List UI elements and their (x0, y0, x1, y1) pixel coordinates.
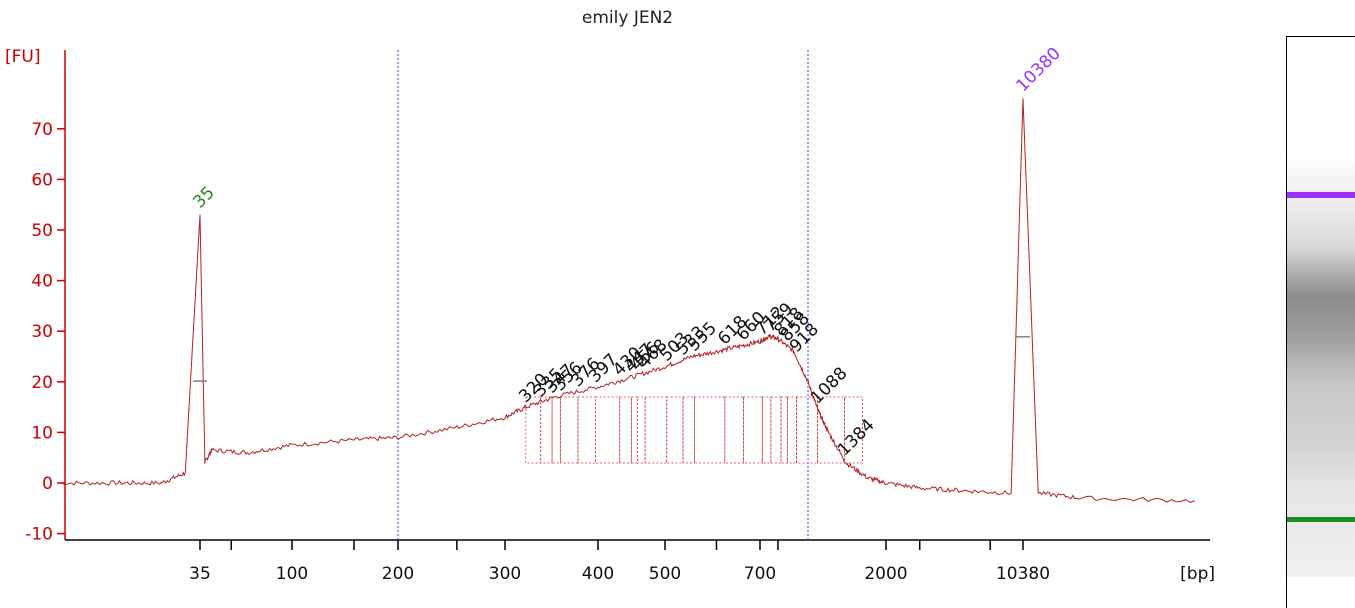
x-tick-label: 300 (489, 564, 521, 584)
peak-area (551, 396, 561, 464)
peak-area (780, 396, 788, 464)
x-tick-label: 500 (649, 564, 681, 584)
x-tick-label: 700 (744, 564, 776, 584)
x-axis-label: [bp] (1180, 564, 1215, 584)
y-tick-label: 20 (31, 373, 53, 393)
x-tick-label: 400 (582, 564, 614, 584)
peak-area (844, 396, 863, 464)
y-tick-label: 30 (31, 322, 53, 342)
x-tick-label: 100 (276, 564, 308, 584)
x-tick-label: 2000 (864, 564, 907, 584)
x-tick-label: 35 (189, 564, 211, 584)
x-tick-label: 10380 (996, 564, 1050, 584)
sample-peak-label: 1088 (807, 363, 852, 408)
marker-peak-label: 10380 (1012, 44, 1064, 96)
y-tick-label: 10 (31, 423, 53, 443)
peak-area (540, 396, 553, 464)
peak-area (694, 396, 726, 464)
y-tick-label: -10 (25, 525, 53, 545)
peak-area (559, 396, 579, 464)
peak-area (630, 396, 638, 464)
y-tick-label: 60 (31, 170, 53, 190)
y-tick-label: 0 (42, 474, 53, 494)
gel-upper-marker-band (1287, 192, 1355, 198)
peak-area (619, 396, 632, 464)
y-tick-label: 40 (31, 272, 53, 292)
peak-area (786, 396, 797, 464)
gel-lower-marker-band (1287, 517, 1355, 522)
peak-area (666, 396, 684, 464)
y-tick-label: 70 (31, 120, 53, 140)
chart-title: emily JEN2 (581, 8, 674, 28)
marker-peak-label: 35 (189, 183, 218, 212)
peak-area (636, 396, 646, 464)
peak-area (595, 396, 621, 464)
peak-area (742, 396, 763, 464)
peak-area (796, 396, 818, 464)
peak-area (682, 396, 695, 464)
peak-area (577, 396, 596, 464)
peak-area (724, 396, 744, 464)
x-tick-label: 200 (382, 564, 414, 584)
series-line (59, 98, 1196, 503)
gel-lane (1286, 36, 1355, 608)
peak-area (525, 396, 542, 464)
sample-peak-label: 1384 (834, 415, 879, 460)
y-axis-label: [FU] (5, 47, 41, 67)
gel-smear (1287, 152, 1355, 577)
peak-area (817, 396, 845, 464)
y-tick-label: 50 (31, 221, 53, 241)
peak-area (761, 396, 772, 464)
peak-area (770, 396, 782, 464)
peak-area (644, 396, 668, 464)
